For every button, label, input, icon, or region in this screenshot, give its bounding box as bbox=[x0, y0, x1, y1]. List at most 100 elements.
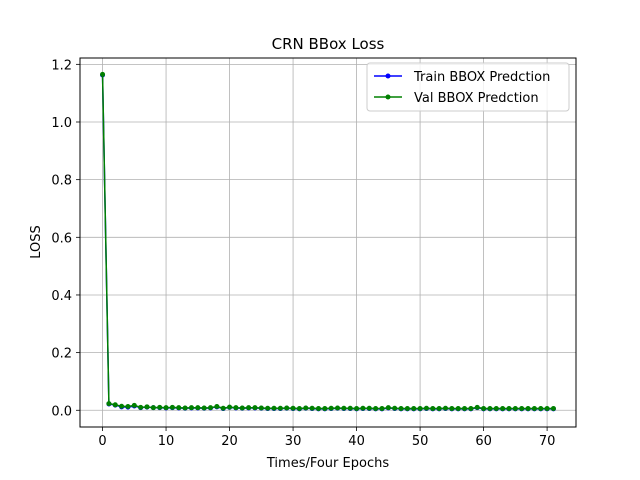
data-point bbox=[246, 405, 252, 411]
y-tick-label: 1.2 bbox=[51, 58, 72, 73]
y-axis-ticks: 0.0 0.2 0.4 0.6 0.8 1.0 1.2 bbox=[51, 58, 80, 419]
y-tick-label: 0.2 bbox=[51, 347, 72, 362]
data-point bbox=[373, 406, 379, 412]
data-point bbox=[169, 404, 175, 410]
series-val bbox=[100, 71, 556, 412]
data-point bbox=[481, 406, 487, 412]
data-point bbox=[462, 406, 468, 412]
data-point bbox=[360, 405, 366, 411]
series-layer bbox=[100, 71, 556, 412]
data-point bbox=[322, 406, 328, 412]
x-tick-label: 50 bbox=[412, 434, 429, 449]
legend-label-val: Val BBOX Predction bbox=[414, 91, 539, 106]
data-point bbox=[296, 406, 302, 412]
data-point bbox=[335, 405, 341, 411]
data-point bbox=[188, 405, 194, 411]
data-point bbox=[474, 404, 480, 410]
data-point bbox=[106, 401, 112, 407]
data-point bbox=[157, 404, 163, 410]
data-point bbox=[442, 405, 448, 411]
data-point bbox=[309, 405, 315, 411]
legend-marker-train bbox=[385, 73, 391, 79]
data-point bbox=[550, 406, 556, 412]
x-tick-label: 30 bbox=[285, 434, 302, 449]
data-point bbox=[112, 402, 118, 408]
data-point bbox=[150, 405, 156, 411]
x-axis-label: Times/Four Epochs bbox=[266, 456, 389, 471]
data-point bbox=[423, 405, 429, 411]
data-point bbox=[468, 406, 474, 412]
data-point bbox=[544, 406, 550, 412]
data-point bbox=[449, 406, 455, 412]
data-point bbox=[512, 406, 518, 412]
data-point bbox=[487, 406, 493, 412]
x-tick-label: 60 bbox=[475, 434, 492, 449]
data-point bbox=[430, 406, 436, 412]
data-point bbox=[214, 404, 220, 410]
data-point bbox=[265, 405, 271, 411]
data-point bbox=[239, 405, 245, 411]
data-point bbox=[493, 406, 499, 412]
y-tick-label: 0.8 bbox=[51, 174, 72, 189]
plot-area bbox=[80, 58, 576, 427]
data-point bbox=[341, 405, 347, 411]
legend-marker-val bbox=[385, 94, 391, 100]
data-point bbox=[385, 405, 391, 411]
data-point bbox=[347, 405, 353, 411]
data-point bbox=[392, 405, 398, 411]
grid bbox=[80, 58, 576, 427]
data-point bbox=[182, 405, 188, 411]
data-point bbox=[195, 405, 201, 411]
data-point bbox=[354, 406, 360, 412]
y-axis-label: LOSS bbox=[29, 225, 44, 259]
x-tick-label: 0 bbox=[98, 434, 106, 449]
x-tick-label: 70 bbox=[539, 434, 556, 449]
data-point bbox=[138, 404, 144, 410]
data-point bbox=[100, 71, 106, 77]
data-point bbox=[119, 403, 125, 409]
data-point bbox=[303, 405, 309, 411]
data-point bbox=[277, 405, 283, 411]
data-point bbox=[131, 402, 137, 408]
data-point bbox=[411, 406, 417, 412]
data-point bbox=[531, 406, 537, 412]
data-point bbox=[208, 405, 214, 411]
data-point bbox=[201, 405, 207, 411]
data-point bbox=[271, 405, 277, 411]
data-point bbox=[525, 406, 531, 412]
data-point bbox=[379, 406, 385, 412]
data-point bbox=[176, 405, 182, 411]
plot-frame bbox=[79, 57, 577, 428]
y-tick-label: 0.4 bbox=[51, 289, 72, 304]
legend: Train BBOX Predction Val BBOX Predction bbox=[366, 62, 570, 112]
data-point bbox=[227, 404, 233, 410]
data-point bbox=[500, 406, 506, 412]
data-point bbox=[506, 406, 512, 412]
data-point bbox=[417, 406, 423, 412]
x-tick-label: 10 bbox=[158, 434, 175, 449]
y-tick-label: 0.6 bbox=[51, 231, 72, 246]
legend-frame bbox=[366, 62, 570, 112]
data-point bbox=[519, 406, 525, 412]
data-point bbox=[404, 406, 410, 412]
data-point bbox=[220, 405, 226, 411]
data-point bbox=[252, 405, 258, 411]
x-tick-label: 40 bbox=[348, 434, 365, 449]
data-point bbox=[233, 405, 239, 411]
data-point bbox=[455, 406, 461, 412]
chart-title: CRN BBox Loss bbox=[272, 35, 385, 53]
legend-label-train: Train BBOX Predction bbox=[413, 70, 550, 85]
data-point bbox=[366, 405, 372, 411]
y-tick-label: 1.0 bbox=[51, 116, 72, 131]
data-point bbox=[258, 405, 264, 411]
x-axis-ticks: 0 10 20 30 40 50 60 70 bbox=[98, 427, 555, 449]
data-point bbox=[144, 404, 150, 410]
data-point bbox=[436, 406, 442, 412]
data-point bbox=[125, 404, 131, 410]
data-point bbox=[290, 405, 296, 411]
x-tick-label: 20 bbox=[221, 434, 238, 449]
data-point bbox=[163, 405, 169, 411]
data-point bbox=[328, 405, 334, 411]
data-point bbox=[284, 405, 290, 411]
